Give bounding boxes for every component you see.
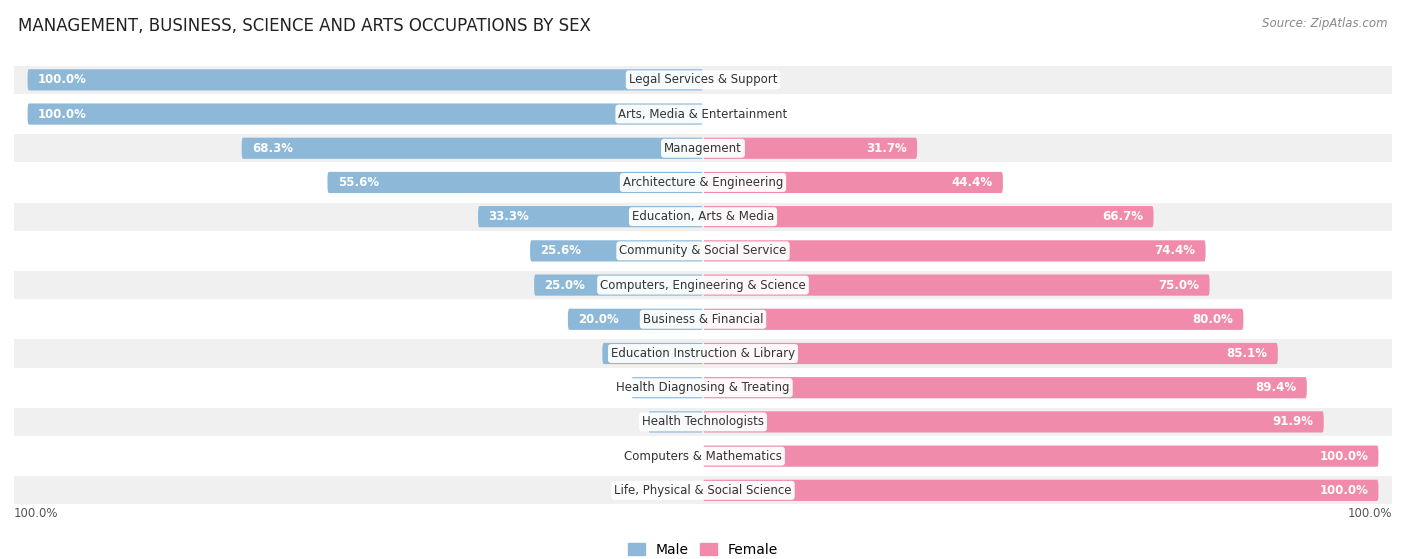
Bar: [14, 100, 1392, 128]
FancyBboxPatch shape: [28, 69, 703, 91]
Bar: [14, 408, 1392, 436]
Text: Computers & Mathematics: Computers & Mathematics: [624, 449, 782, 463]
Text: 68.3%: 68.3%: [252, 142, 292, 155]
Text: Legal Services & Support: Legal Services & Support: [628, 73, 778, 86]
Text: 0.0%: 0.0%: [710, 73, 740, 86]
FancyBboxPatch shape: [28, 103, 703, 125]
Bar: [14, 476, 1392, 504]
FancyBboxPatch shape: [703, 411, 1323, 433]
FancyBboxPatch shape: [478, 206, 703, 228]
FancyBboxPatch shape: [703, 377, 1306, 399]
Bar: [14, 305, 1392, 333]
Text: Source: ZipAtlas.com: Source: ZipAtlas.com: [1263, 17, 1388, 30]
FancyBboxPatch shape: [703, 240, 1205, 262]
FancyBboxPatch shape: [242, 138, 703, 159]
Text: Education Instruction & Library: Education Instruction & Library: [612, 347, 794, 360]
FancyBboxPatch shape: [631, 377, 703, 399]
Text: 55.6%: 55.6%: [337, 176, 378, 189]
FancyBboxPatch shape: [703, 480, 1378, 501]
FancyBboxPatch shape: [703, 309, 1243, 330]
Text: 0.0%: 0.0%: [666, 449, 696, 463]
Text: 74.4%: 74.4%: [1154, 244, 1195, 257]
Bar: [14, 271, 1392, 299]
Text: 10.6%: 10.6%: [641, 381, 679, 394]
Text: 44.4%: 44.4%: [952, 176, 993, 189]
FancyBboxPatch shape: [703, 206, 1153, 228]
FancyBboxPatch shape: [602, 343, 703, 364]
FancyBboxPatch shape: [648, 411, 703, 433]
Text: 0.0%: 0.0%: [666, 484, 696, 497]
Text: Community & Social Service: Community & Social Service: [619, 244, 787, 257]
Text: 75.0%: 75.0%: [1159, 278, 1199, 292]
Text: 100.0%: 100.0%: [38, 107, 87, 121]
FancyBboxPatch shape: [703, 138, 917, 159]
Bar: [14, 134, 1392, 162]
Legend: Male, Female: Male, Female: [623, 537, 783, 559]
Text: Education, Arts & Media: Education, Arts & Media: [631, 210, 775, 223]
Text: Health Diagnosing & Treating: Health Diagnosing & Treating: [616, 381, 790, 394]
FancyBboxPatch shape: [703, 172, 1002, 193]
Bar: [14, 442, 1392, 470]
FancyBboxPatch shape: [568, 309, 703, 330]
FancyBboxPatch shape: [703, 446, 1378, 467]
Text: 25.6%: 25.6%: [540, 244, 581, 257]
Text: 100.0%: 100.0%: [1319, 449, 1368, 463]
Text: 33.3%: 33.3%: [488, 210, 529, 223]
Text: 100.0%: 100.0%: [14, 507, 59, 520]
Text: MANAGEMENT, BUSINESS, SCIENCE AND ARTS OCCUPATIONS BY SEX: MANAGEMENT, BUSINESS, SCIENCE AND ARTS O…: [18, 17, 591, 35]
Text: 0.0%: 0.0%: [710, 107, 740, 121]
Text: 25.0%: 25.0%: [544, 278, 585, 292]
Bar: [14, 203, 1392, 231]
Text: Life, Physical & Social Science: Life, Physical & Social Science: [614, 484, 792, 497]
FancyBboxPatch shape: [703, 343, 1278, 364]
Text: 89.4%: 89.4%: [1256, 381, 1296, 394]
Text: 14.9%: 14.9%: [613, 347, 650, 360]
Text: 100.0%: 100.0%: [1319, 484, 1368, 497]
Text: Business & Financial: Business & Financial: [643, 313, 763, 326]
Text: 80.0%: 80.0%: [1192, 313, 1233, 326]
Bar: [14, 373, 1392, 402]
FancyBboxPatch shape: [534, 274, 703, 296]
Bar: [14, 66, 1392, 94]
Text: 66.7%: 66.7%: [1102, 210, 1143, 223]
Text: 20.0%: 20.0%: [578, 313, 619, 326]
Bar: [14, 168, 1392, 197]
Bar: [14, 237, 1392, 265]
Text: Arts, Media & Entertainment: Arts, Media & Entertainment: [619, 107, 787, 121]
Text: Architecture & Engineering: Architecture & Engineering: [623, 176, 783, 189]
Text: 91.9%: 91.9%: [1272, 415, 1313, 428]
Text: Computers, Engineering & Science: Computers, Engineering & Science: [600, 278, 806, 292]
Text: 100.0%: 100.0%: [38, 73, 87, 86]
Text: 85.1%: 85.1%: [1226, 347, 1268, 360]
Text: Management: Management: [664, 142, 742, 155]
Text: Health Technologists: Health Technologists: [643, 415, 763, 428]
Bar: [14, 339, 1392, 367]
Text: 8.1%: 8.1%: [658, 415, 688, 428]
FancyBboxPatch shape: [703, 274, 1209, 296]
FancyBboxPatch shape: [530, 240, 703, 262]
Text: 100.0%: 100.0%: [1347, 507, 1392, 520]
Text: 31.7%: 31.7%: [866, 142, 907, 155]
FancyBboxPatch shape: [328, 172, 703, 193]
